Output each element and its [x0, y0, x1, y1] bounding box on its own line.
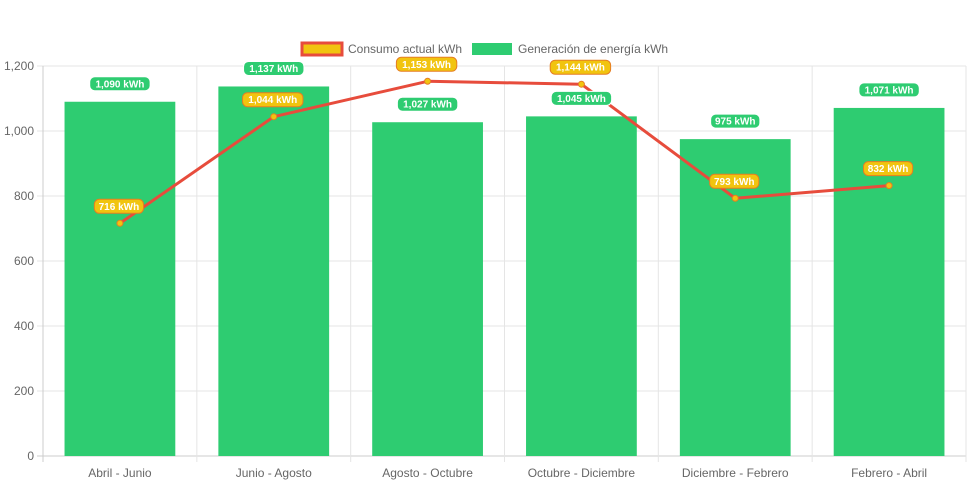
line-value-label: 793 kWh — [709, 173, 760, 189]
bar-value-label-bg — [550, 90, 613, 106]
point-consumo[interactable] — [116, 219, 124, 227]
legend-item-generacion[interactable]: Generación de energía kWh — [472, 42, 668, 56]
line-value-label-bg — [395, 56, 458, 72]
bar-generacion[interactable] — [64, 101, 176, 456]
bar-value-label-text: 1,071 kWh — [865, 85, 914, 96]
line-value-label: 1,044 kWh — [242, 92, 304, 108]
bar-value-label-bg — [89, 76, 151, 92]
y-tick-label: 400 — [14, 319, 34, 333]
data-labels: 1,090 kWh 1,137 kWh 1,027 kWh 1,045 kWh 975 … — [89, 56, 920, 214]
legend-label-generacion: Generación de energía kWh — [518, 42, 668, 56]
y-tick-label: 1,200 — [4, 59, 34, 73]
line-value-label-text: 1,153 kWh — [402, 60, 451, 71]
point-consumo[interactable] — [885, 182, 893, 190]
line-series — [116, 77, 893, 227]
bar-value-label: 975 kWh — [710, 113, 761, 129]
bar-value-label-text: 1,137 kWh — [249, 64, 298, 75]
bar-generacion[interactable] — [526, 116, 637, 456]
bar-value-label-text: 1,027 kWh — [403, 100, 452, 111]
line-value-label: 716 kWh — [93, 198, 145, 214]
axes: 0 200 400 600 800 1,000 1,200 Abril - Junio Juni… — [4, 59, 927, 480]
legend-swatch-generacion — [472, 43, 512, 55]
legend: Consumo actual kWh Generación de energía … — [300, 41, 668, 57]
bar-value-label-bg — [858, 82, 920, 98]
line-value-label-bg — [709, 173, 760, 189]
legend-item-consumo[interactable]: Consumo actual kWh — [300, 41, 462, 57]
y-tick-label: 800 — [14, 189, 34, 203]
y-tick-label: 0 — [27, 449, 34, 463]
bar-value-label-bg — [710, 113, 761, 129]
line-value-label: 1,144 kWh — [549, 59, 612, 75]
line-value-label-bg — [242, 92, 304, 108]
point-consumo[interactable] — [731, 194, 739, 202]
line-value-label-text: 1,044 kWh — [248, 95, 297, 106]
x-tick-label: Agosto - Octubre — [382, 466, 473, 480]
line-value-label: 832 kWh — [862, 161, 914, 177]
bar-value-label: 1,027 kWh — [396, 96, 459, 112]
line-value-label-text: 832 kWh — [868, 164, 909, 175]
line-value-label: 1,153 kWh — [395, 56, 458, 72]
bar-value-label: 1,071 kWh — [858, 82, 920, 98]
point-consumo[interactable] — [577, 80, 585, 88]
bar-value-label-bg — [396, 96, 459, 112]
bar-generacion[interactable] — [679, 139, 791, 456]
grid — [37, 65, 967, 462]
bar-value-label: 1,045 kWh — [550, 90, 613, 106]
line-value-label-text: 1,144 kWh — [556, 63, 605, 74]
x-tick-label: Octubre - Diciembre — [528, 466, 636, 480]
bar-generacion[interactable] — [372, 122, 483, 456]
bar-value-label: 1,090 kWh — [89, 76, 151, 92]
line-value-label-bg — [93, 198, 145, 214]
bar-value-label-text: 975 kWh — [715, 117, 756, 128]
bar-generacion[interactable] — [833, 107, 945, 457]
legend-label-consumo: Consumo actual kWh — [348, 42, 462, 56]
line-value-label-text: 716 kWh — [99, 202, 140, 213]
y-tick-label: 600 — [14, 254, 34, 268]
bar-value-label-text: 1,090 kWh — [95, 79, 144, 90]
x-tick-label: Abril - Junio — [88, 466, 152, 480]
line-value-label-bg — [549, 59, 612, 75]
bar-generacion[interactable] — [218, 86, 330, 456]
x-tick-label: Febrero - Abril — [851, 466, 927, 480]
line-consumo — [119, 79, 890, 225]
point-consumo[interactable] — [270, 113, 278, 121]
line-value-label-bg — [862, 161, 914, 177]
y-tick-label: 200 — [14, 384, 34, 398]
line-value-label-text: 793 kWh — [714, 177, 755, 188]
bar-value-label: 1,137 kWh — [243, 60, 305, 76]
legend-swatch-consumo — [300, 41, 344, 57]
bar-value-label-bg — [243, 60, 305, 76]
x-tick-label: Diciembre - Febrero — [682, 466, 789, 480]
point-consumo[interactable] — [424, 77, 432, 85]
y-tick-label: 1,000 — [4, 124, 34, 138]
bar-value-label-text: 1,045 kWh — [557, 94, 606, 105]
x-tick-label: Junio - Agosto — [236, 466, 312, 480]
